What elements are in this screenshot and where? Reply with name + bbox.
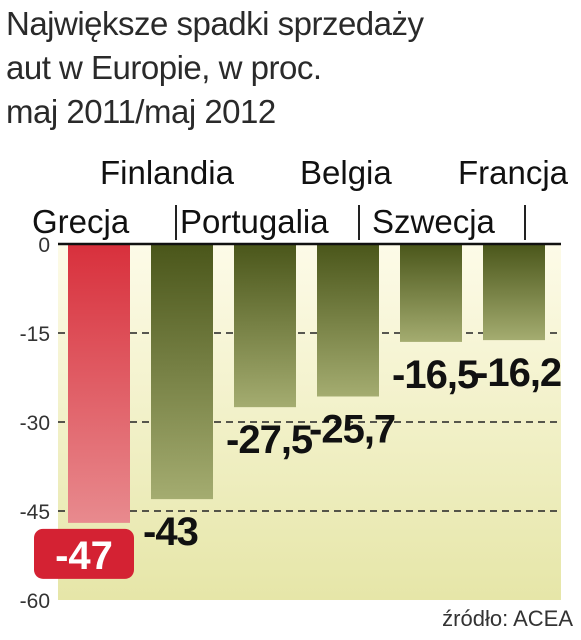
category-label: Portugalia (180, 203, 329, 240)
y-tick-label: 0 (38, 234, 50, 257)
y-tick-label: -30 (20, 412, 50, 435)
value-label: -27,5 (226, 418, 313, 462)
value-label: -47 (55, 534, 113, 578)
y-tick-label: -45 (20, 501, 50, 524)
value-label: -16,5 (392, 353, 479, 397)
category-label: Belgia (300, 154, 392, 191)
category-label: Szwecja (372, 203, 496, 240)
bar (483, 244, 545, 341)
chart-title: Największe spadki sprzedaży aut w Europi… (6, 2, 424, 134)
value-label: -43 (143, 510, 198, 554)
bar (317, 244, 379, 397)
source-note: źródło: ACEA (442, 606, 573, 631)
title-line-2: aut w Europie, w proc. (6, 49, 322, 86)
highlight-value-badge (34, 528, 134, 579)
y-tick-label: -60 (20, 590, 50, 613)
category-label: Francja (458, 154, 569, 191)
bar (234, 244, 296, 408)
plot-background (58, 244, 561, 600)
bar (151, 244, 213, 500)
title-line-3: maj 2011/maj 2012 (6, 93, 276, 130)
value-label: -16,2 (475, 351, 561, 395)
value-label: -25,7 (309, 407, 395, 451)
category-label: Finlandia (100, 154, 235, 191)
bar (400, 244, 462, 342)
bar (68, 244, 130, 523)
title-line-1: Największe spadki sprzedaży (6, 5, 424, 42)
y-tick-label: -15 (20, 323, 50, 346)
category-label: Grecja (32, 203, 130, 240)
